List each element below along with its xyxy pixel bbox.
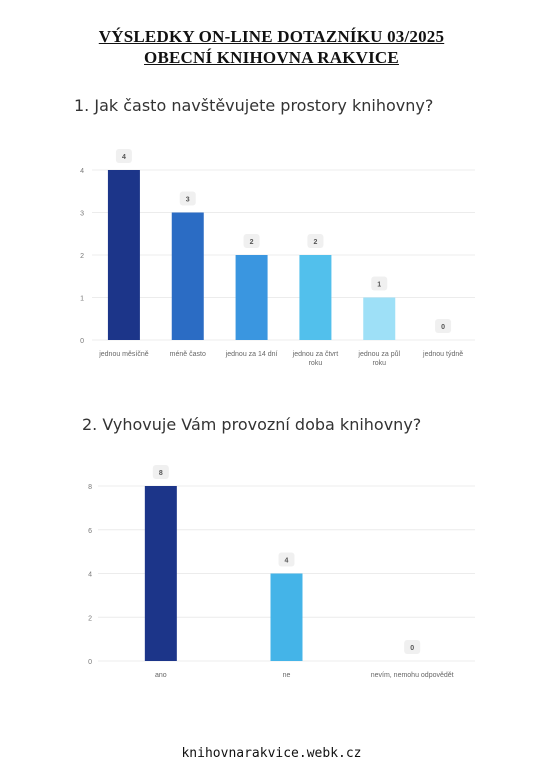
bar [270,573,303,661]
y-tick-label: 6 [88,528,92,535]
y-tick-label: 4 [88,572,92,579]
question-2-title: 2. Vyhovuje Vám provozní doba knihovny? [82,415,422,434]
bar [235,255,268,340]
data-label-bubble [152,465,169,479]
document-header: VÝSLEDKY ON-LINE DOTAZNÍKU 03/2025 OBECN… [0,26,543,68]
question-1-bar-chart: 0 1 2 3 4 4 jednou měsíčně 3 méně často 2 jednou z… [80,149,475,367]
x-category-label: ne [283,672,291,679]
bar [299,255,332,340]
x-category-label: ano [155,672,167,679]
y-tick-label: 0 [80,338,84,345]
footer-website: knihovnarakvice.webk.cz [181,746,362,761]
x-category-label: jednou za čtvrt roku [292,351,339,367]
y-tick-label: 2 [88,615,92,622]
x-category-label: jednou měsíčně [98,351,149,358]
data-label: 8 [159,470,163,477]
bar [363,297,396,340]
data-label: 2 [250,239,254,246]
data-label-bubble [307,234,324,248]
document-title-line2: OBECNÍ KNIHOVNA RAKVICE [144,48,399,67]
data-label: 0 [410,645,414,652]
document-title-line1: VÝSLEDKY ON-LINE DOTAZNÍKU 03/2025 [98,27,445,46]
x-category-label: jednou za 14 dní [225,351,278,358]
data-label-bubble [371,276,388,291]
y-tick-label: 8 [88,484,92,491]
x-category-label: jednou za půl roku [357,350,400,367]
x-category-label: méně často [170,351,206,358]
bar [107,170,140,340]
y-tick-label: 4 [80,168,84,175]
data-label-bubble [243,234,260,248]
data-label: 4 [122,154,126,161]
y-tick-label: 1 [80,296,84,303]
data-label: 1 [377,282,381,289]
y-tick-label: 2 [80,253,84,260]
data-label-bubble [435,319,452,333]
x-category-label: jednou týdně [422,351,463,358]
data-label-bubble [278,552,295,567]
y-tick-label: 3 [80,211,84,218]
question-1-title: 1. Jak často navštěvujete prostory kniho… [74,96,434,115]
question-2-bar-chart: 0 2 4 6 8 8 ano 4 ne 0 nevím, nemohu odpovědět [88,465,475,679]
data-label-bubble [179,191,196,206]
data-label-bubble [404,640,421,654]
data-label-bubble [115,149,132,163]
data-label: 2 [313,239,317,246]
bar [144,486,177,661]
data-label: 0 [441,324,445,331]
bar [171,212,204,340]
y-tick-label: 0 [88,659,92,666]
data-label: 4 [285,558,289,565]
x-category-label: nevím, nemohu odpovědět [371,672,454,679]
data-label: 3 [186,197,190,204]
